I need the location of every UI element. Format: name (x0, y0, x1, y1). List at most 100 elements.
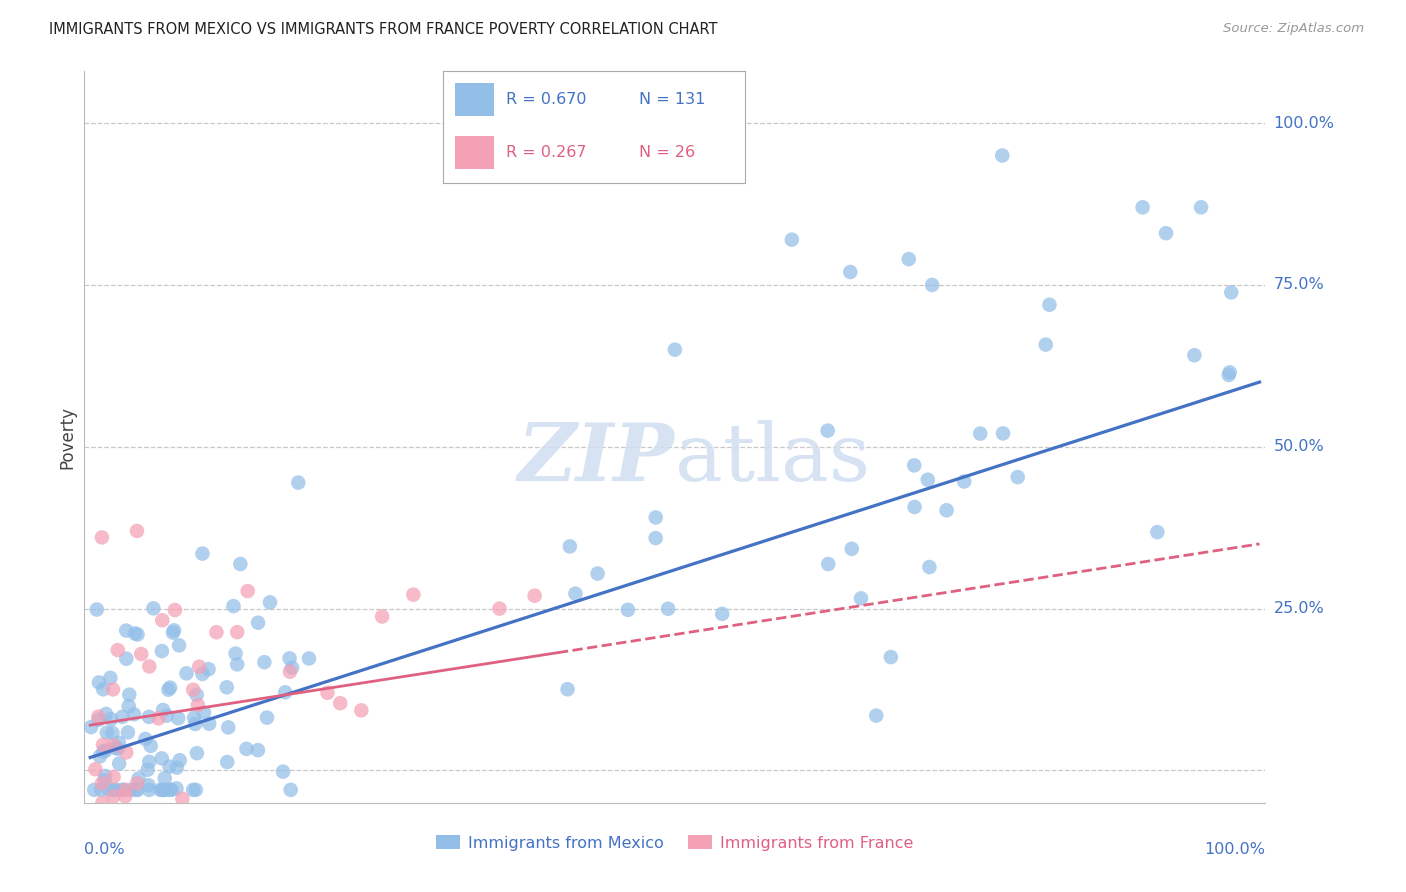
Point (217, 755, 239, 769)
Point (103, 782, 125, 797)
Point (134, 731, 156, 746)
Point (274, 685, 297, 699)
Point (125, 782, 148, 797)
Point (557, 682, 579, 697)
Point (271, 764, 294, 779)
Text: N = 131: N = 131 (640, 92, 706, 107)
Point (280, 782, 302, 797)
Point (953, 475, 976, 489)
Text: ZIP: ZIP (517, 420, 675, 498)
Point (350, 703, 373, 717)
Point (191, 547, 214, 561)
Point (488, 601, 510, 615)
Point (101, 726, 124, 740)
Point (87, 709, 110, 723)
Point (711, 607, 734, 621)
Point (1132, 200, 1154, 214)
Point (152, 782, 174, 797)
Point (112, 782, 135, 797)
Point (103, 770, 125, 784)
Point (253, 655, 276, 669)
Point (1038, 298, 1060, 312)
Point (657, 601, 679, 615)
Text: 25.0%: 25.0% (1274, 601, 1324, 616)
Point (880, 650, 903, 665)
Point (188, 659, 211, 673)
Point (780, 233, 803, 247)
Point (969, 426, 991, 441)
Point (87, 713, 110, 727)
Point (160, 782, 183, 797)
Point (115, 651, 138, 665)
Point (186, 688, 208, 702)
Point (159, 681, 181, 695)
Point (235, 742, 257, 756)
Point (97, 782, 120, 797)
Point (918, 560, 941, 574)
Point (281, 661, 304, 675)
Point (90, 776, 112, 790)
Point (181, 782, 204, 797)
Point (644, 531, 666, 545)
Point (181, 682, 204, 697)
Point (138, 778, 160, 792)
Point (205, 625, 228, 640)
Point (117, 725, 139, 739)
Point (193, 706, 215, 720)
Point (103, 739, 125, 753)
Point (89, 749, 111, 764)
Text: Source: ZipAtlas.com: Source: ZipAtlas.com (1223, 22, 1364, 36)
Y-axis label: Poverty: Poverty (58, 406, 76, 468)
Point (108, 756, 131, 771)
Point (849, 591, 872, 606)
Point (101, 682, 124, 697)
Point (129, 647, 152, 661)
Point (124, 626, 146, 640)
Point (159, 759, 181, 773)
Point (167, 711, 190, 725)
Point (176, 666, 198, 681)
Point (1035, 337, 1057, 351)
Point (93, 744, 115, 758)
Point (903, 500, 925, 514)
Point (558, 540, 581, 554)
Point (991, 148, 1014, 162)
Point (226, 625, 249, 640)
Text: IMMIGRANTS FROM MEXICO VS IMMIGRANTS FROM FRANCE POVERTY CORRELATION CHART: IMMIGRANTS FROM MEXICO VS IMMIGRANTS FRO… (49, 22, 717, 37)
Point (152, 703, 174, 717)
Point (152, 782, 174, 797)
Point (865, 708, 887, 723)
Point (90, 782, 112, 797)
Point (167, 638, 190, 652)
Point (172, 791, 194, 805)
Point (118, 699, 141, 714)
Point (139, 739, 162, 753)
Point (523, 589, 546, 603)
Point (903, 458, 925, 473)
Point (1218, 368, 1240, 382)
Point (1220, 285, 1243, 300)
Point (644, 510, 666, 524)
Point (153, 771, 176, 785)
Point (225, 647, 247, 661)
Text: N = 26: N = 26 (640, 145, 696, 161)
Point (817, 557, 839, 571)
Point (115, 746, 138, 760)
Point (127, 782, 149, 797)
Text: 100.0%: 100.0% (1205, 842, 1265, 856)
Point (163, 603, 186, 617)
Text: 75.0%: 75.0% (1274, 277, 1324, 293)
Point (80, 720, 103, 734)
Point (114, 789, 136, 804)
Point (917, 473, 939, 487)
Point (586, 566, 609, 581)
Point (1182, 348, 1205, 362)
Point (150, 613, 173, 627)
Point (122, 707, 145, 722)
Point (191, 666, 214, 681)
Point (142, 601, 165, 615)
Point (86, 602, 108, 616)
Point (120, 782, 142, 797)
Point (100, 671, 122, 685)
Point (156, 708, 179, 723)
